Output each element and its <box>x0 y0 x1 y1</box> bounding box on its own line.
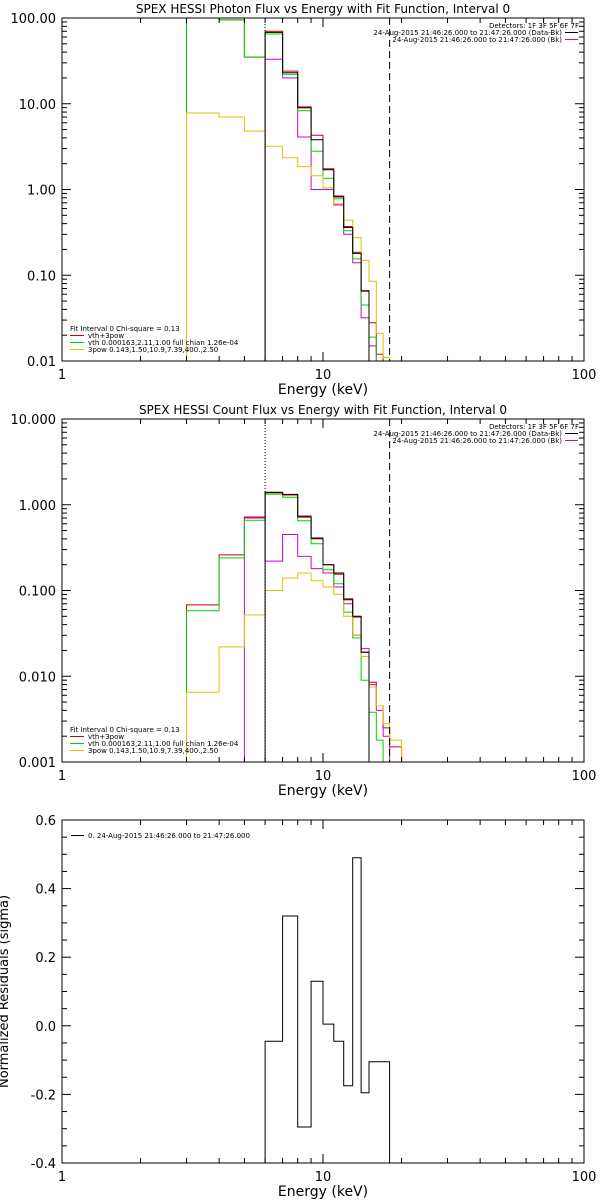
legend-entry: 3pow 0.143,1.50,10.9,7.39,400.,2.50 <box>88 346 218 354</box>
legend-entry: vth+3pow <box>88 733 124 741</box>
y-tick-label: 0.4 <box>35 883 56 898</box>
legend-bottom-left: Fit Interval 0 Chi-square = 0.13vth+3pow… <box>70 325 239 354</box>
series-line-4 <box>264 31 370 361</box>
plot-area <box>186 419 413 762</box>
x-tick-label: 1 <box>58 769 66 784</box>
legend-entry: 24-Aug-2015 21:46:26.000 to 21:47:26.000… <box>392 36 562 44</box>
x-axis-label: Energy (keV) <box>278 783 368 799</box>
y-tick-label: 0.01 <box>27 355 56 370</box>
x-tick-label: 10 <box>315 368 332 383</box>
legend-header: Fit Interval 0 Chi-square = 0.13 <box>70 726 180 734</box>
series-line-2 <box>186 493 384 762</box>
y-tick-label: 100.00 <box>11 12 57 27</box>
y-tick-label: -0.2 <box>31 1088 56 1103</box>
x-tick-label: 1 <box>58 1170 66 1185</box>
y-tick-label: 10.00 <box>19 98 56 113</box>
y-tick-label: 1.00 <box>27 184 56 199</box>
legend-entry: Detectors: 1F 3F 5F 6F 7F <box>489 423 579 431</box>
y-tick-label: 0.010 <box>19 670 56 685</box>
plot-area <box>264 857 391 1163</box>
chart-panel-1: SPEX HESSI Photon Flux vs Energy with Fi… <box>11 2 597 398</box>
y-tick-label: 1.000 <box>19 499 56 514</box>
y-axis-label: Normalized Residuals (sigma) <box>0 895 12 1088</box>
chart-title: SPEX HESSI Photon Flux vs Energy with Fi… <box>136 2 510 16</box>
legend-entry: 24-Aug-2015 21:46:26.000 to 21:47:26.000… <box>392 437 562 445</box>
legend-entry: 24-Aug-2015 21:46:26.000 to 21:47:26.000… <box>373 430 562 438</box>
x-tick-label: 100 <box>572 769 597 784</box>
axes-frame <box>61 418 585 763</box>
y-tick-label: 0.2 <box>35 951 56 966</box>
legend-entry: vth 0.000163,2.11,1.00 full chian 1.26e-… <box>88 339 239 347</box>
legend-bottom-left: Fit Interval 0 Chi-square = 0.13vth+3pow… <box>70 726 239 755</box>
legend-entry: vth+3pow <box>88 332 124 340</box>
series-line-1 <box>186 492 403 762</box>
x-axis-label: Energy (keV) <box>278 382 368 398</box>
x-tick-label: 1 <box>58 368 66 383</box>
legend-top-left: 0. 24-Aug-2015 21:46:26.000 to 21:47:26.… <box>71 832 250 840</box>
x-tick-label: 100 <box>572 1170 597 1185</box>
legend-entry: Detectors: 1F 3F 5F 6F 7F <box>489 22 579 30</box>
x-tick-label: 10 <box>315 1170 332 1185</box>
series-line-1 <box>186 18 384 361</box>
legend-entry: 24-Aug-2015 21:46:26.000 to 21:47:26.000… <box>373 29 562 37</box>
x-tick-label: 100 <box>572 368 597 383</box>
y-tick-label: 0.001 <box>19 756 56 771</box>
y-tick-label: 10.000 <box>11 413 57 428</box>
y-tick-label: -0.4 <box>31 1157 56 1172</box>
chart-title: SPEX HESSI Count Flux vs Energy with Fit… <box>139 403 507 417</box>
plot-area <box>186 18 391 361</box>
y-tick-label: 0.100 <box>19 585 56 600</box>
series-line-1 <box>264 857 391 1163</box>
y-tick-label: 0.6 <box>35 814 56 829</box>
legend-entry: 3pow 0.143,1.50,10.9,7.39,400.,2.50 <box>88 747 218 755</box>
series-line-4 <box>264 491 370 762</box>
legend-header: Fit Interval 0 Chi-square = 0.13 <box>70 325 180 333</box>
series-line-2 <box>186 18 377 361</box>
y-tick-label: 0.10 <box>27 269 56 284</box>
x-axis-label: Energy (keV) <box>278 1184 368 1200</box>
chart-panel-3: 1 10 100 -0.4 -0.2 0.0 0.2 0.4 0.6 Energy (keV) No… <box>0 814 596 1200</box>
legend-entry: 0. 24-Aug-2015 21:46:26.000 to 21:47:26.… <box>88 832 250 840</box>
series-line-5 <box>264 58 377 361</box>
chart-panel-2: SPEX HESSI Count Flux vs Energy with Fit… <box>11 403 597 799</box>
x-tick-label: 10 <box>315 769 332 784</box>
legend-entry: vth 0.000163,2.11,1.00 full chian 1.26e-… <box>88 740 239 748</box>
y-tick-label: 0.0 <box>35 1020 56 1035</box>
